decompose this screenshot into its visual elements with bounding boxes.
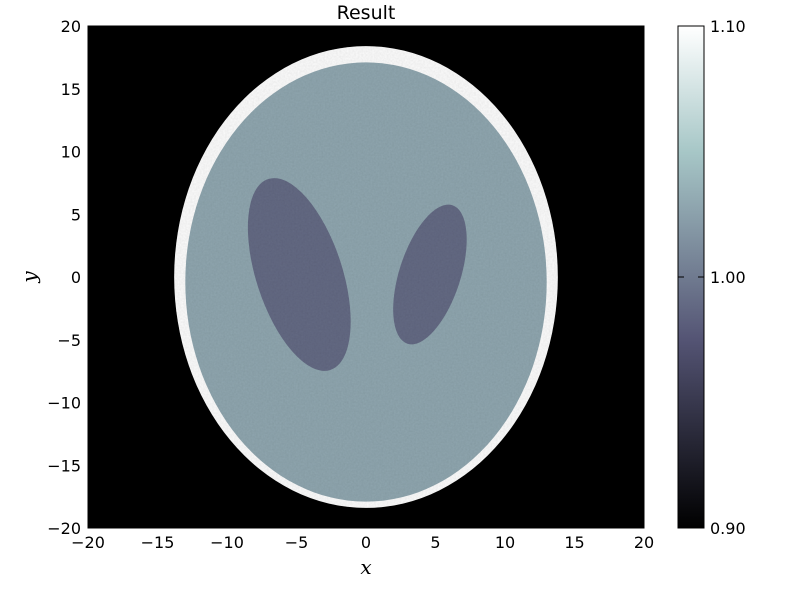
colorbar-ticks: 0.90 1.00 1.10 xyxy=(678,17,746,538)
y-tick-label: 5 xyxy=(71,205,81,224)
x-tick-label: 20 xyxy=(634,533,654,552)
x-tick-label: −20 xyxy=(71,533,105,552)
x-tick-label: −10 xyxy=(210,533,244,552)
y-tick-label: −10 xyxy=(47,394,81,413)
left-dark-lobe xyxy=(247,178,351,371)
y-tick-label: 15 xyxy=(61,80,81,99)
inner-region xyxy=(185,62,547,502)
chart-title: Result xyxy=(337,2,396,24)
y-tick-label: −15 xyxy=(47,456,81,475)
x-axis: −20 −15 −10 −5 0 5 10 15 20 xyxy=(71,26,654,552)
x-axis-label: x xyxy=(360,555,371,579)
x-tick-label: −5 xyxy=(285,533,309,552)
y-tick-label: 10 xyxy=(61,143,81,162)
y-axis: −20 −15 −10 −5 0 5 10 15 20 xyxy=(47,17,644,538)
colorbar-tick-label: 1.00 xyxy=(710,268,746,287)
y-tick-label: −5 xyxy=(57,331,81,350)
y-tick-label: 20 xyxy=(61,17,81,36)
x-tick-label: 15 xyxy=(564,533,584,552)
phantom-image xyxy=(174,46,558,508)
right-dark-lobe xyxy=(393,204,467,345)
colorbar: 0.90 1.00 1.10 xyxy=(677,17,746,538)
y-axis-label: y xyxy=(17,271,41,284)
colorbar-tick-label: 0.90 xyxy=(710,519,746,538)
colorbar-tick-label: 1.10 xyxy=(710,17,746,36)
plot-area xyxy=(88,26,644,528)
y-tick-label: 0 xyxy=(71,268,81,287)
x-tick-label: 5 xyxy=(430,533,440,552)
y-tick-label: −20 xyxy=(47,519,81,538)
x-tick-label: 0 xyxy=(361,533,371,552)
x-tick-label: −15 xyxy=(141,533,175,552)
x-tick-label: 10 xyxy=(495,533,515,552)
